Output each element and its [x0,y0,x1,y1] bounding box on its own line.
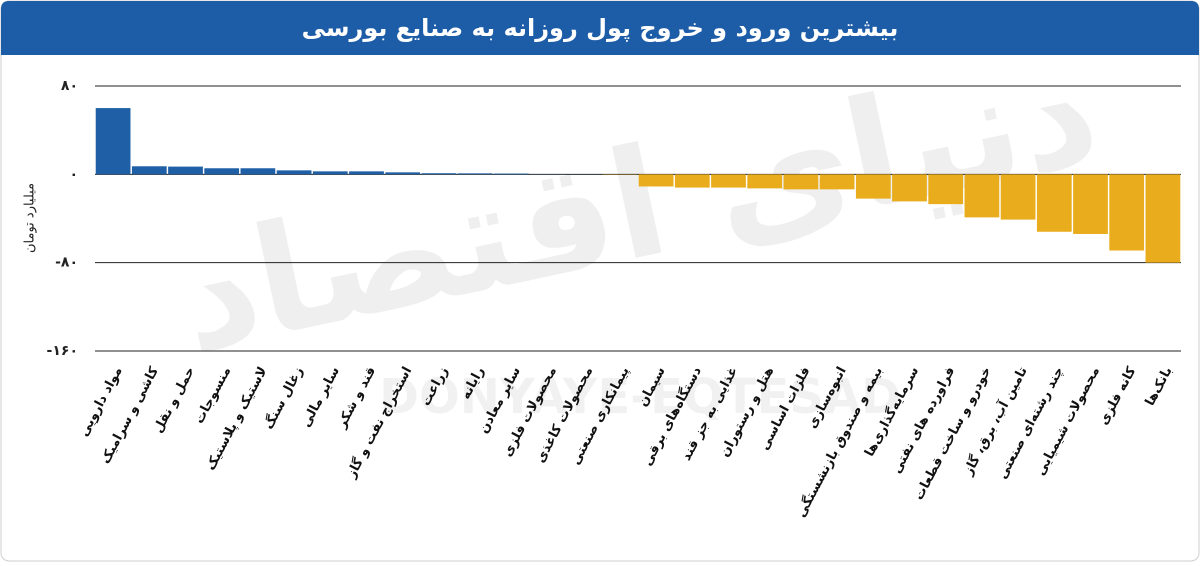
bar [784,174,819,189]
y-tick-label: -۱۶۰ [47,343,78,359]
bar [204,168,239,174]
bar [385,172,420,174]
bar [711,174,746,187]
bar [675,174,710,187]
bar [277,170,312,174]
bar [458,173,493,174]
bar [1037,174,1072,231]
bar [892,174,927,201]
bar [422,173,457,174]
bar [965,174,1000,217]
bar [168,167,203,175]
bar [820,174,855,189]
bar [928,174,963,204]
bar [1001,174,1036,219]
y-tick-label: -۸۰ [55,255,78,271]
bar [494,174,529,175]
chart-title: بیشترین ورود و خروج پول روزانه به صنایع … [302,14,899,42]
bar [241,168,276,174]
bar [856,174,891,198]
y-tick-label: ۰ [69,166,78,182]
bar [132,166,167,174]
bar [349,171,384,174]
bar [96,108,131,174]
y-tick-label: ۸۰ [61,78,78,94]
y-axis-label: میلیارد تومان [23,183,38,253]
bar [1073,174,1108,234]
bar [747,174,782,188]
bar [313,171,348,174]
bar [1146,174,1181,262]
bar [1109,174,1144,250]
bar [639,174,674,186]
